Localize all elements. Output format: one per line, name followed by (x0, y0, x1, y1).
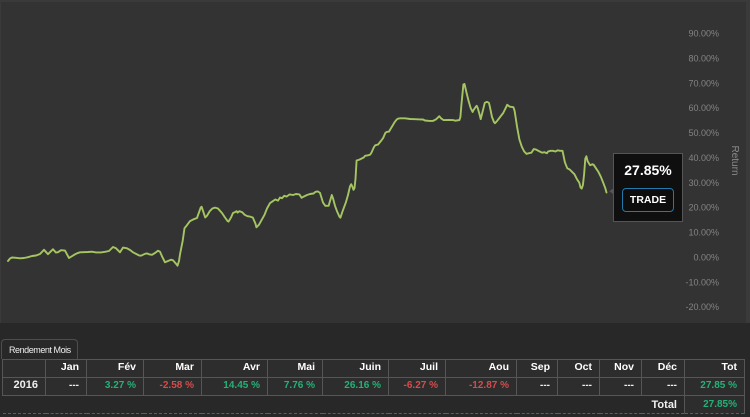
svg-text:-20.00%: -20.00% (685, 302, 719, 312)
svg-text:20.00%: 20.00% (688, 203, 719, 213)
svg-text:40.00%: 40.00% (688, 153, 719, 163)
svg-text:90.00%: 90.00% (688, 29, 719, 39)
svg-text:-10.00%: -10.00% (685, 277, 719, 287)
svg-text:0.00%: 0.00% (693, 252, 719, 262)
svg-text:10.00%: 10.00% (688, 228, 719, 238)
svg-text:50.00%: 50.00% (688, 128, 719, 138)
svg-text:70.00%: 70.00% (688, 78, 719, 88)
svg-text:30.00%: 30.00% (688, 178, 719, 188)
svg-text:80.00%: 80.00% (688, 53, 719, 63)
svg-text:Return: Return (729, 145, 740, 175)
svg-text:60.00%: 60.00% (688, 103, 719, 113)
